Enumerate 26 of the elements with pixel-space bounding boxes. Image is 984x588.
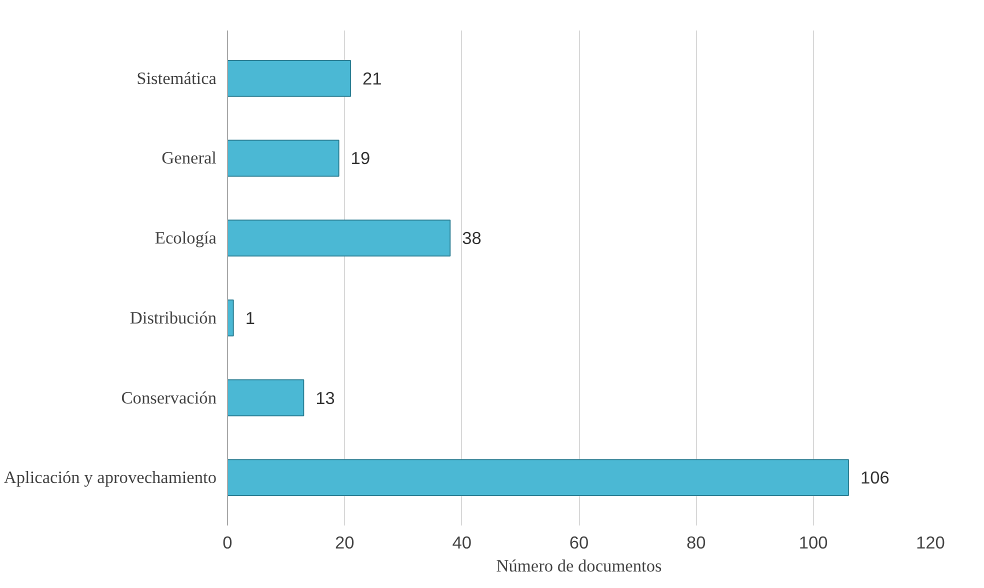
- y-tick-label: General: [162, 148, 217, 168]
- bar: [228, 459, 849, 496]
- data-label: 21: [362, 68, 382, 88]
- y-tick-label: Aplicación y aprovechamiento: [4, 468, 217, 488]
- y-tick-label: Sistemática: [136, 68, 217, 88]
- y-tick-label: Conservación: [121, 388, 217, 408]
- x-axis-title: Número de documentos: [496, 556, 662, 576]
- data-label: 106: [860, 468, 890, 488]
- bar: [228, 299, 234, 336]
- bar: [228, 220, 451, 257]
- data-label: 19: [350, 148, 370, 168]
- x-tick-label: 0: [222, 532, 232, 552]
- data-label: 38: [462, 228, 482, 248]
- bar: [228, 379, 304, 416]
- x-tick-label: 80: [686, 532, 706, 552]
- x-tick-label: 100: [798, 532, 828, 552]
- data-label: 1: [245, 308, 255, 328]
- bar: [228, 140, 340, 177]
- x-tick-label: 40: [452, 532, 472, 552]
- y-tick-label: Distribución: [130, 308, 217, 328]
- x-tick-label: 60: [569, 532, 589, 552]
- bar: [228, 60, 352, 97]
- x-tick-label: 120: [916, 532, 945, 552]
- x-tick-label: 20: [335, 532, 354, 552]
- data-label: 13: [316, 388, 335, 408]
- y-tick-label: Ecología: [154, 228, 217, 248]
